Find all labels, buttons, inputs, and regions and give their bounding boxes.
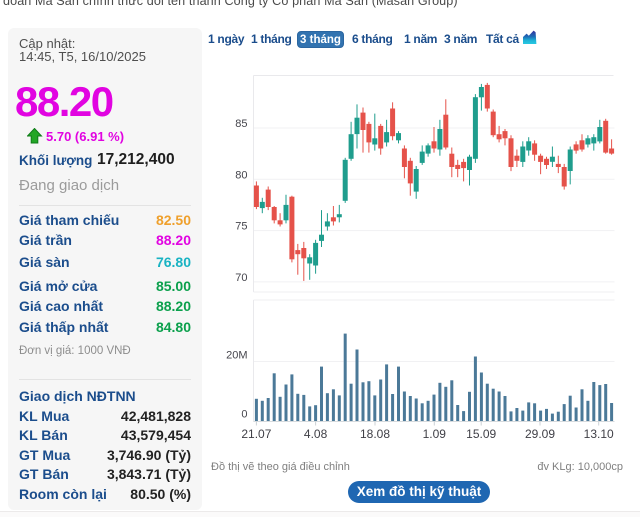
svg-text:85: 85: [235, 118, 247, 130]
svg-text:15.09: 15.09: [466, 427, 496, 441]
svg-text:29.09: 29.09: [525, 427, 555, 441]
svg-text:18.08: 18.08: [360, 427, 390, 441]
svg-text:80: 80: [235, 169, 247, 181]
svg-text:4.08: 4.08: [304, 427, 328, 441]
svg-text:70: 70: [235, 272, 247, 284]
svg-text:75: 75: [235, 221, 247, 233]
svg-text:20M: 20M: [226, 350, 247, 362]
svg-text:0: 0: [241, 409, 247, 421]
svg-text:13.10: 13.10: [584, 427, 614, 441]
svg-text:21.07: 21.07: [241, 427, 271, 441]
svg-text:1.09: 1.09: [423, 427, 447, 441]
